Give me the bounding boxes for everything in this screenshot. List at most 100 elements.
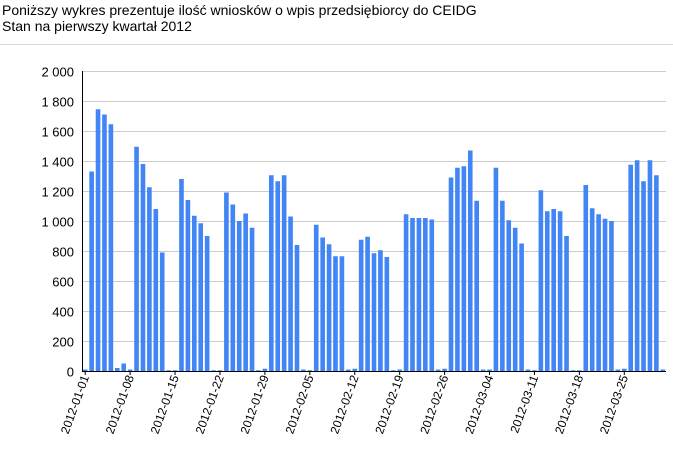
bar (230, 204, 236, 371)
bar (384, 257, 390, 371)
bar (224, 192, 229, 371)
bar (249, 227, 255, 371)
axes (82, 71, 666, 372)
bar (288, 216, 293, 371)
bar (532, 370, 537, 371)
x-tick-label: 2012-01-15 (148, 373, 182, 436)
bar (493, 167, 499, 371)
bar (596, 214, 601, 371)
bar (410, 218, 415, 371)
header-divider (0, 44, 673, 45)
bar (378, 250, 383, 371)
bar (647, 160, 653, 371)
bar (654, 175, 659, 371)
bar (403, 214, 409, 371)
y-tick-label: 200 (52, 335, 74, 350)
bar (153, 209, 159, 371)
bar (185, 200, 191, 371)
bar (140, 164, 146, 371)
bar (397, 369, 402, 371)
bar (557, 211, 563, 371)
bar (166, 370, 171, 371)
bar (609, 221, 614, 371)
bar (307, 370, 313, 371)
bar (589, 208, 595, 371)
bar (487, 369, 492, 371)
bar (519, 243, 524, 371)
bar (346, 369, 351, 371)
bar (577, 370, 582, 371)
x-tick-label: 2012-02-05 (282, 373, 316, 436)
bar (243, 213, 248, 371)
x-tick-labels: 2012-01-01 2012-01-08 2012-01-15 2012-01-22… (58, 371, 631, 436)
bar (564, 236, 569, 371)
x-tick-label: 2012-02-12 (327, 373, 361, 436)
bar (269, 175, 274, 371)
bar (371, 253, 377, 371)
bar (551, 209, 556, 371)
bar (108, 124, 114, 371)
bar (628, 164, 634, 371)
bar (602, 218, 608, 371)
bar (423, 218, 428, 371)
bar (480, 369, 486, 371)
x-tick-label: 2012-01-01 (58, 373, 92, 436)
bar (294, 245, 300, 371)
bar (121, 363, 127, 371)
bar (429, 219, 435, 371)
bar (320, 237, 325, 371)
bar (435, 369, 441, 371)
bar (198, 223, 204, 371)
x-tick-label: 2012-02-19 (372, 373, 406, 436)
bar (313, 224, 319, 371)
bar (455, 167, 460, 371)
bar (583, 185, 589, 371)
bar (474, 200, 479, 371)
bar (641, 181, 646, 371)
y-tick-label: 1 400 (41, 155, 74, 170)
bar-series (82, 109, 666, 371)
bar (192, 215, 197, 371)
chart-header: Poniższy wykres prezentuje ilość wnioskó… (2, 2, 477, 34)
bar (134, 146, 139, 371)
x-tick-label: 2012-01-29 (238, 373, 272, 436)
bar (301, 369, 306, 371)
bar (538, 190, 544, 371)
x-tick-label: 2012-03-25 (597, 373, 631, 436)
bar (416, 218, 422, 371)
bar (211, 370, 216, 371)
bar (147, 187, 152, 371)
y-tick-label: 2 000 (41, 65, 74, 80)
bar (262, 368, 268, 371)
bar (512, 227, 518, 371)
chart-title: Poniższy wykres prezentuje ilość wnioskó… (2, 2, 477, 18)
x-tick-label: 2012-03-11 (507, 373, 541, 435)
bar (333, 256, 338, 371)
bar (217, 370, 223, 371)
x-tick-label: 2012-01-22 (193, 373, 227, 436)
bar (281, 175, 287, 371)
bar (179, 179, 184, 371)
bar (326, 244, 332, 371)
bar (352, 368, 358, 371)
x-tick-label: 2012-01-08 (103, 373, 137, 436)
bar (461, 166, 467, 371)
bar (390, 370, 396, 371)
bar (159, 252, 165, 371)
y-tick-label: 1 600 (41, 125, 74, 140)
bar (544, 211, 550, 371)
bar (89, 171, 94, 371)
bar (82, 369, 88, 371)
x-tick-label: 2012-03-18 (552, 373, 586, 436)
bar (114, 368, 120, 371)
y-tick-label: 1 200 (41, 185, 74, 200)
y-tick-label: 0 (67, 365, 74, 380)
bar (339, 256, 345, 371)
y-tick-label: 1 000 (41, 215, 74, 230)
bar (467, 150, 473, 371)
bar (275, 181, 281, 371)
bar (634, 160, 640, 371)
bar (621, 368, 627, 371)
bar (448, 177, 454, 371)
x-tick-label: 2012-03-04 (462, 373, 496, 436)
